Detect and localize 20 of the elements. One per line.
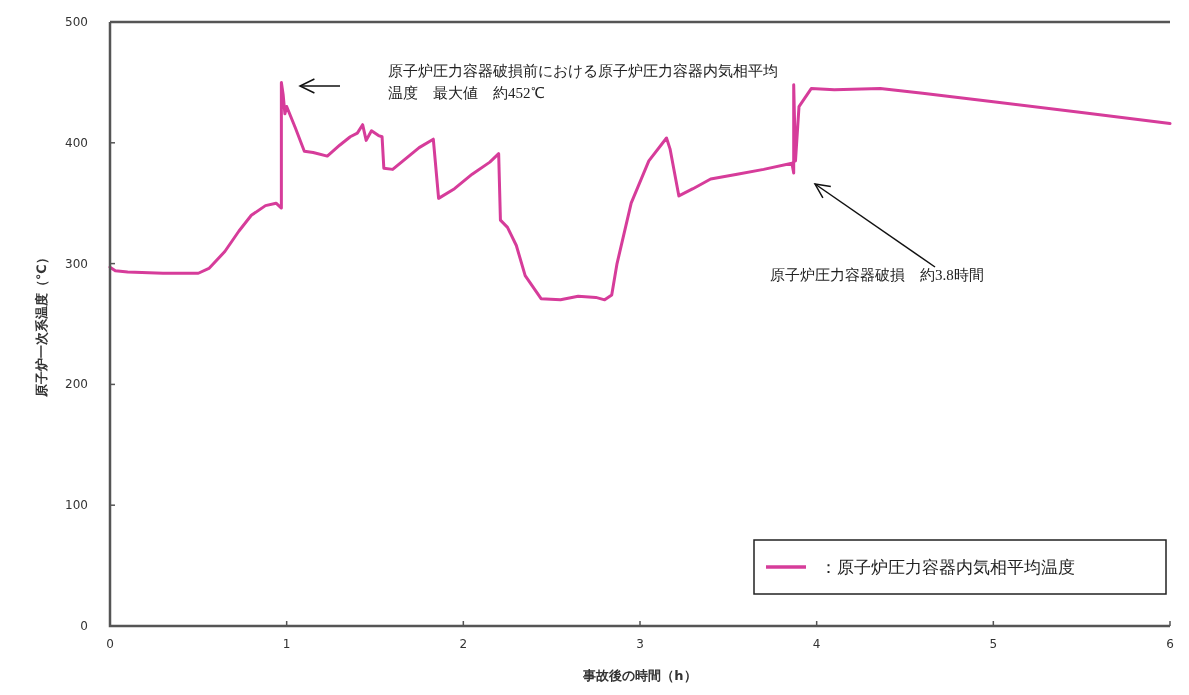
y-axis-title: 原子炉一次系温度（℃） bbox=[34, 251, 49, 398]
x-tick-label: 4 bbox=[812, 637, 821, 651]
line-series bbox=[108, 80, 1172, 302]
y-tick-label: 300 bbox=[65, 256, 88, 271]
x-axis-title: 事故後の時間（h） bbox=[582, 668, 697, 683]
x-tick-label: 3 bbox=[636, 637, 644, 651]
x-tick-label: 1 bbox=[282, 637, 291, 651]
x-tick-label: 6 bbox=[1166, 637, 1174, 651]
y-tick-label: 200 bbox=[65, 377, 88, 392]
x-tick-label: 5 bbox=[989, 637, 998, 651]
legend: ：原子炉圧力容器内気相平均温度 bbox=[753, 539, 1167, 595]
y-tick-label: 500 bbox=[65, 15, 88, 29]
x-tick-label: 0 bbox=[106, 637, 114, 651]
y-tick-label: 0 bbox=[80, 619, 88, 633]
legend-label: ：原子炉圧力容器内気相平均温度 bbox=[820, 557, 1075, 577]
annotation: 原子炉圧力容器破損前における原子炉圧力容器内気相平均温度 最大値 約452℃ bbox=[388, 63, 778, 101]
annotation: 原子炉圧力容器破損 約3.8時間 bbox=[770, 267, 984, 283]
y-tick-label: 100 bbox=[65, 498, 88, 513]
x-tick-label: 2 bbox=[459, 637, 468, 651]
y-tick-label: 400 bbox=[65, 135, 88, 150]
